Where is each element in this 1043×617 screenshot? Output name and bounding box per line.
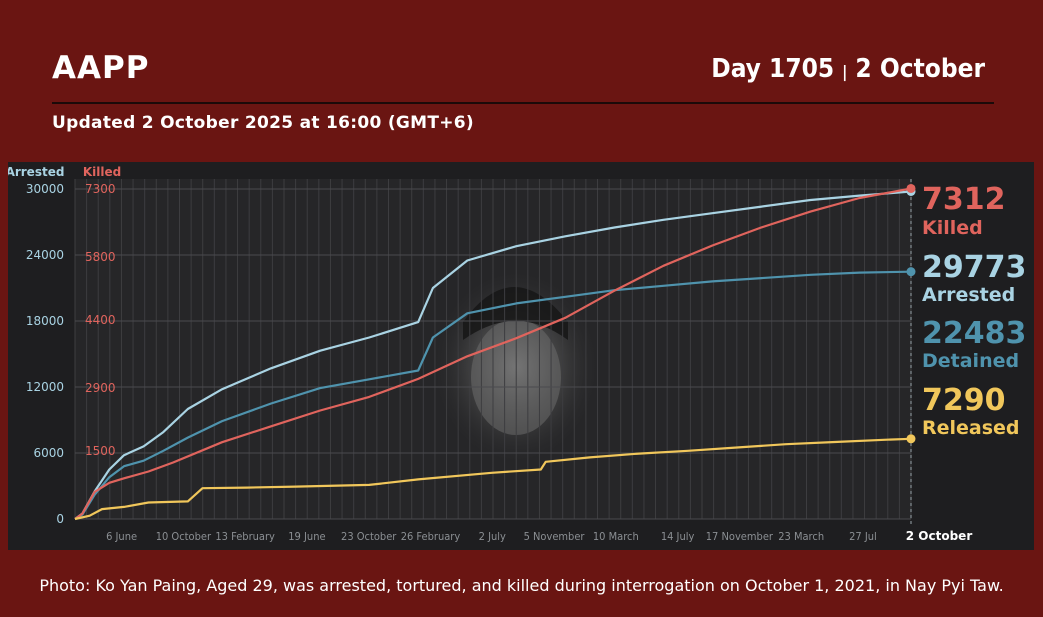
day-counter: Day 1705 | 2 October (711, 54, 985, 84)
y-tick-label-arrested: 30000 (26, 182, 64, 196)
day-separator: | (842, 62, 848, 81)
axis-title: Killed (83, 165, 121, 179)
x-end-label: 2 October (906, 529, 973, 543)
end-value-detained: 22483 (922, 316, 1026, 351)
x-tick-label: 23 March (778, 530, 824, 543)
y-tick-label-killed: 2900 (85, 381, 116, 395)
x-tick-label: 6 June (106, 530, 137, 543)
end-value-released: 7290 (922, 383, 1006, 418)
x-tick-label: 2 July (479, 530, 506, 543)
updated-timestamp: Updated 2 October 2025 at 16:00 (GMT+6) (52, 113, 474, 133)
y-tick-label-arrested: 18000 (26, 314, 64, 328)
end-value-killed: 7312 (922, 182, 1006, 217)
series-end-dot-released (906, 434, 916, 444)
series-line-arrested (74, 190, 912, 520)
x-tick-label: 17 November (706, 530, 774, 543)
end-value-arrested: 29773 (922, 250, 1026, 285)
y-tick-label-killed: 5800 (85, 250, 116, 264)
chart-panel: Arrested Killed 0 6000 12000 18000 24000 30000 1… (8, 162, 1034, 550)
header-divider (52, 102, 994, 104)
end-label-detained: Detained (922, 350, 1019, 372)
line-chart: Arrested Killed 0 6000 12000 18000 24000 30000 1… (8, 165, 1026, 543)
y-tick-label-arrested: 24000 (26, 248, 64, 262)
series-line-detained (74, 270, 912, 520)
x-tick-label: 19 June (288, 530, 325, 543)
series-end-dot-detained (906, 267, 916, 277)
end-label-released: Released (922, 417, 1020, 439)
x-tick-label: 14 July (661, 530, 695, 543)
x-tick-label: 13 February (215, 530, 275, 543)
end-label-arrested: Arrested (922, 284, 1015, 306)
y-tick-label-killed: 1500 (85, 444, 116, 458)
y-tick-label-killed: 7300 (85, 182, 116, 196)
series-line-killed (74, 187, 912, 520)
y-tick-label-killed: 4400 (85, 313, 116, 327)
photo-caption: Photo: Ko Yan Paing, Aged 29, was arrest… (39, 576, 1004, 595)
x-tick-label: 26 February (401, 530, 461, 543)
x-tick-label: 5 November (524, 530, 586, 543)
day-date: 2 October (855, 54, 985, 84)
y-tick-label-arrested: 12000 (26, 380, 64, 394)
series-end-dot-killed (906, 183, 916, 193)
axis-title: Arrested (8, 165, 64, 179)
y-tick-label-arrested: 6000 (33, 446, 64, 460)
y-tick-label-arrested: 0 (56, 512, 64, 526)
x-tick-label: 23 October (341, 530, 397, 543)
end-label-killed: Killed (922, 217, 983, 239)
x-tick-label: 10 March (593, 530, 639, 543)
series-line-released (74, 437, 912, 521)
day-number: Day 1705 (711, 54, 835, 84)
brand-title: AAPP (52, 50, 150, 86)
x-tick-label: 27 Jul (849, 530, 877, 543)
x-tick-label: 10 October (156, 530, 212, 543)
